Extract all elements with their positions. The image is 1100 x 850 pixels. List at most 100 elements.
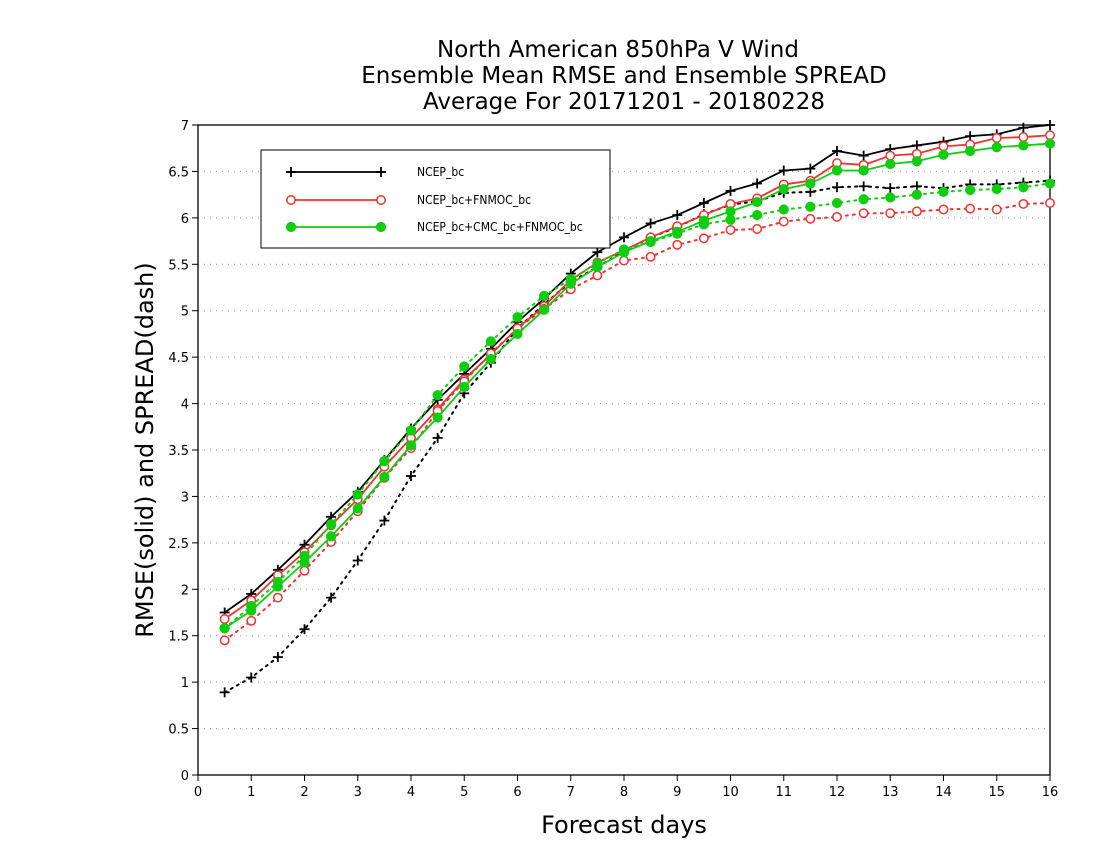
series-2-rmse-point-19 — [725, 206, 736, 217]
series-0-spread-point-3 — [299, 624, 310, 635]
series-0-spread-point-8 — [432, 432, 443, 443]
y-tick-label-7: 3.5 — [168, 444, 189, 459]
series-1-rmse-point-30 — [1018, 132, 1029, 143]
series-1-rmse-point-31 — [1045, 130, 1055, 141]
series-2-rmse-point-23 — [831, 165, 843, 176]
title-line-2: Ensemble Mean RMSE and Ensemble SPREAD — [361, 63, 886, 89]
x-tick-label-6: 6 — [513, 785, 521, 800]
title-line-3: Average For 20171201 - 20180228 — [423, 89, 825, 115]
series-1-spread-point-22 — [805, 213, 816, 224]
x-axis-label: Forecast days — [541, 811, 707, 839]
x-tick-label-15: 15 — [988, 785, 1005, 800]
series-1-spread-point-23 — [832, 211, 842, 222]
series-0-rmse-point-15 — [619, 232, 629, 243]
series-2-spread-point-31 — [1044, 178, 1056, 189]
y-tick-label-5: 2.5 — [168, 537, 189, 552]
series-2-spread-point-24 — [858, 194, 869, 205]
series-2-spread-point-5 — [352, 489, 363, 500]
series-2-rmse-point-26 — [911, 156, 922, 167]
series-0-rmse-point-26 — [911, 140, 922, 151]
legend-marker-left-1 — [286, 195, 296, 205]
series-2-rmse-point-30 — [1018, 140, 1029, 151]
series-2-spread-point-18 — [698, 219, 709, 230]
series-0-rmse-point-31 — [1045, 120, 1055, 130]
series-1-spread-point-18 — [698, 233, 709, 244]
series-0-rmse-point-28 — [965, 131, 976, 142]
series-1-spread-point-31 — [1045, 198, 1055, 208]
series-0-spread-line — [223, 179, 1051, 694]
series-2-spread-point-22 — [805, 201, 816, 212]
x-tick-label-12: 12 — [829, 785, 846, 800]
series-2-rmse-point-8 — [432, 412, 443, 423]
series-1-spread-point-29 — [991, 204, 1002, 215]
y-tick-label-6: 3 — [181, 490, 189, 505]
series-2-spread-point-6 — [379, 456, 390, 467]
series-1-spread-point-14 — [592, 270, 603, 281]
series-1-spread-point-26 — [911, 206, 922, 217]
y-tick-label-1: 0.5 — [168, 723, 189, 738]
series-1-rmse-point-29 — [991, 133, 1002, 143]
series-1-spread-point-15 — [619, 255, 629, 266]
series-2-rmse-point-11 — [512, 328, 523, 340]
series-2-rmse-point-28 — [965, 145, 976, 157]
y-tick-label-8: 4 — [181, 398, 189, 413]
series-2-spread-point-1 — [246, 600, 257, 612]
grid-lines — [198, 170, 1050, 730]
legend-marker-left-2 — [285, 221, 297, 233]
series-0-spread-point-7 — [406, 471, 416, 481]
series-2-spread-point-30 — [1018, 182, 1029, 193]
x-tick-label-14: 14 — [935, 785, 952, 800]
series-0-rmse-point-18 — [698, 198, 709, 208]
legend-label-0: NCEP_bc — [417, 165, 464, 179]
series-0-rmse-point-20 — [752, 178, 763, 189]
legend-marker-right-0 — [376, 167, 386, 177]
series-0-rmse-point-17 — [672, 210, 683, 221]
legend-marker-right-1 — [376, 195, 386, 205]
series-0-rmse-point-16 — [645, 218, 656, 229]
legend-label-1: NCEP_bc+FNMOC_bc — [417, 193, 531, 207]
series-0-rmse-point-19 — [725, 185, 736, 196]
x-tick-label-4: 4 — [407, 785, 415, 800]
series-2-spread-point-16 — [645, 236, 656, 248]
series-2-spread-point-2 — [272, 576, 283, 587]
series-2-rmse-point-5 — [352, 503, 363, 514]
series-2-spread-point-17 — [672, 228, 683, 239]
series-0-rmse-point-30 — [1018, 122, 1029, 133]
series-2-rmse-point-31 — [1044, 138, 1056, 149]
series-0-spread-point-2 — [272, 652, 283, 663]
series-2-rmse-point-10 — [485, 353, 496, 365]
axes — [192, 124, 1051, 781]
series-2-rmse-point-4 — [326, 531, 337, 542]
series-0-spread-point-5 — [352, 555, 363, 566]
x-tick-label-7: 7 — [567, 785, 575, 800]
series-2-spread-point-26 — [911, 189, 922, 200]
series-1-spread-point-19 — [725, 224, 736, 235]
legend-box — [260, 149, 611, 249]
series-2-spread-point-11 — [512, 312, 523, 323]
x-tick-label-1: 1 — [247, 785, 255, 800]
series-2-spread-point-3 — [299, 550, 310, 561]
series-1-spread-point-30 — [1018, 198, 1029, 209]
series-2-spread-point-10 — [485, 336, 496, 347]
series-1-spread-point-28 — [965, 203, 976, 214]
series-0-spread-point-24 — [858, 181, 869, 192]
x-tick-label-10: 10 — [722, 785, 739, 800]
y-tick-label-10: 5 — [181, 305, 189, 320]
x-tick-label-3: 3 — [354, 785, 362, 800]
series-2-rmse-point-24 — [858, 165, 869, 176]
x-tick-label-11: 11 — [775, 785, 792, 800]
series-1-spread-point-25 — [885, 208, 896, 219]
series-1-spread-point-16 — [645, 251, 656, 262]
series-2-spread-point-4 — [326, 519, 337, 530]
series-1-spread-point-3 — [299, 565, 310, 576]
series-2-spread-point-23 — [831, 197, 843, 209]
series-2-spread-point-8 — [432, 390, 443, 401]
series-2-rmse-point-29 — [991, 142, 1002, 153]
y-tick-label-2: 1 — [181, 676, 189, 691]
series-1-spread-line — [223, 202, 1051, 642]
y-tick-label-11: 5.5 — [168, 258, 189, 273]
y-tick-label-14: 7 — [181, 119, 189, 134]
legend-marker-left-0 — [286, 167, 296, 177]
series-0-rmse-point-24 — [858, 150, 869, 161]
